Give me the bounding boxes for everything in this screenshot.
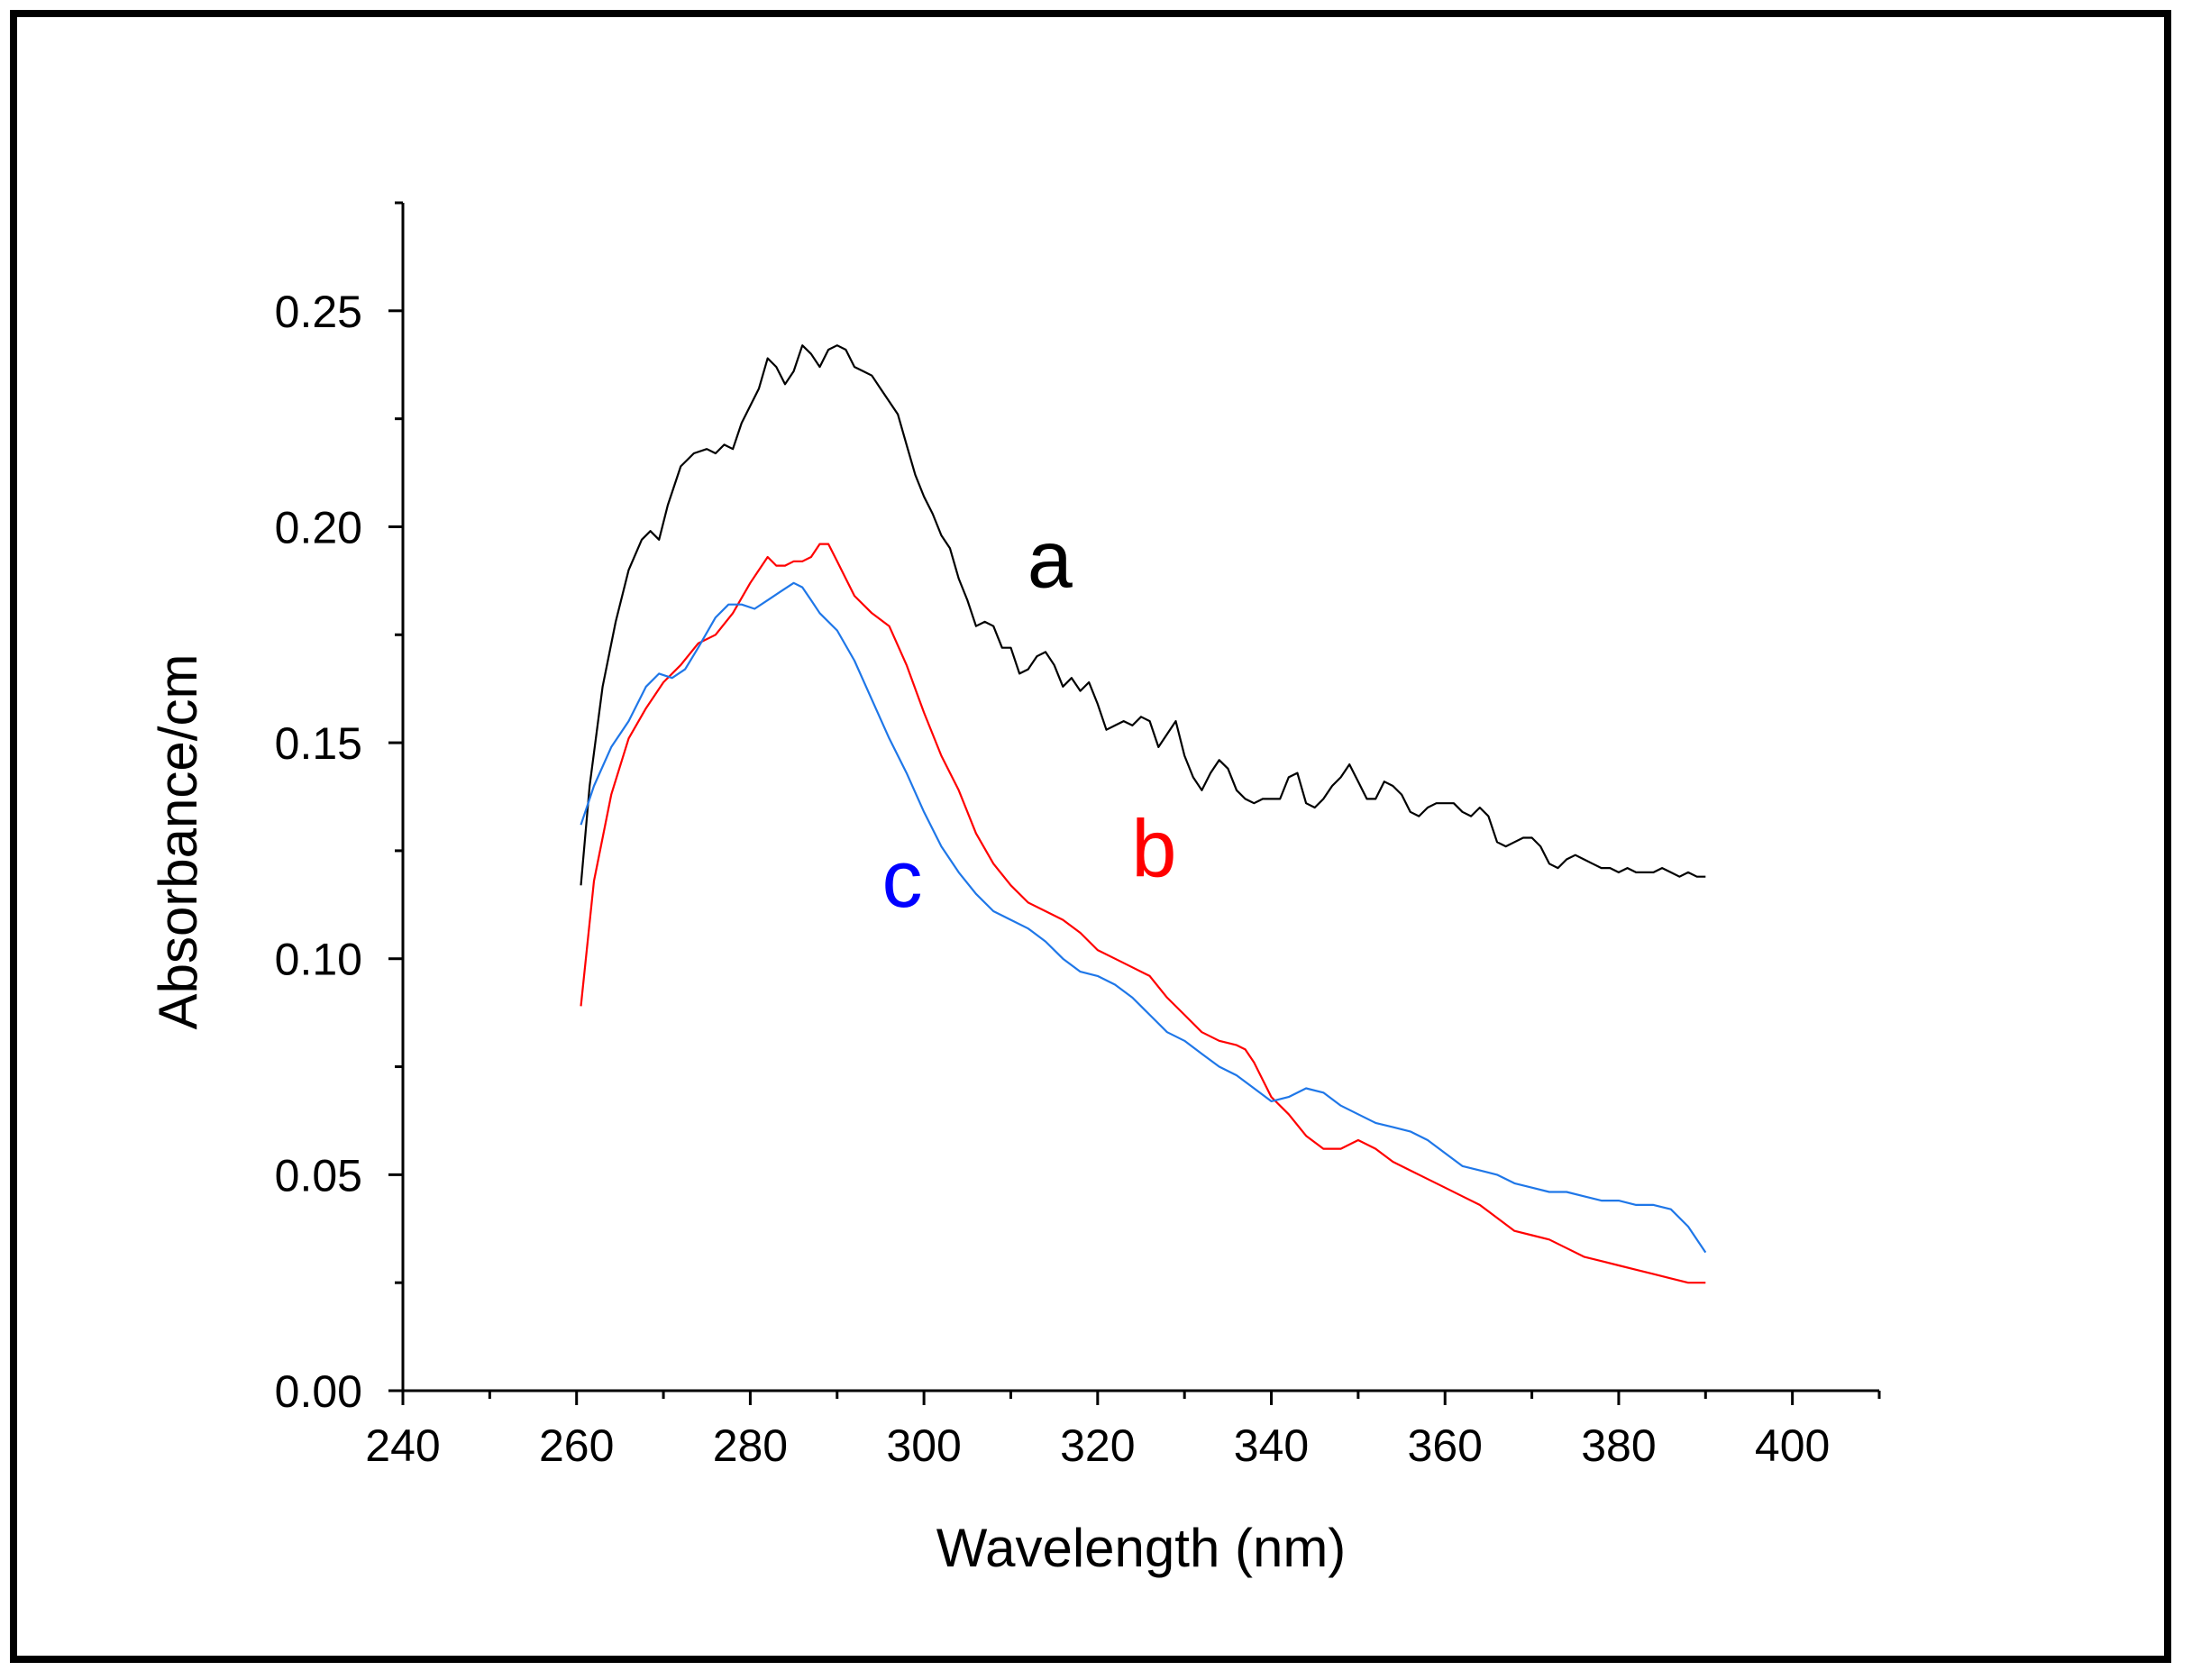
series-line-a: [580, 344, 1706, 886]
y-axis-title: Absorbance/cm: [148, 654, 208, 1030]
tick-labels: 240 260 280 300 320 340 360 380 400 0.00 0.05 0.10 0…: [275, 287, 1831, 1471]
series-annotations: a b c: [882, 516, 1177, 926]
ticks: [388, 201, 1881, 1405]
x-tick-label: 400: [1755, 1420, 1830, 1471]
x-tick-label: 380: [1581, 1420, 1656, 1471]
x-tick-label: 360: [1408, 1420, 1483, 1471]
series-label-c: c: [882, 835, 923, 925]
x-tick-label: 280: [713, 1420, 788, 1471]
x-axis-title: Wavelength (nm): [936, 1518, 1347, 1578]
series-line-c: [580, 581, 1707, 1254]
y-tick-label: 0.25: [275, 287, 362, 337]
y-tick-label: 0.10: [275, 935, 362, 985]
x-tick-label: 320: [1060, 1420, 1135, 1471]
y-tick-label: 0.15: [275, 718, 362, 769]
axes: [401, 203, 1879, 1392]
x-tick-label: 260: [539, 1420, 614, 1471]
series-label-a: a: [1028, 516, 1073, 606]
x-tick-label: 240: [365, 1420, 440, 1471]
series-label-b: b: [1131, 805, 1176, 895]
series-line-b: [580, 543, 1706, 1284]
y-tick-label: 0.00: [275, 1366, 362, 1417]
figure-frame: [10, 10, 2171, 1663]
series-lines: [580, 344, 1707, 1284]
y-tick-label: 0.05: [275, 1150, 362, 1201]
x-tick-label: 340: [1234, 1420, 1309, 1471]
y-tick-label: 0.20: [275, 502, 362, 552]
x-tick-label: 300: [886, 1420, 961, 1471]
